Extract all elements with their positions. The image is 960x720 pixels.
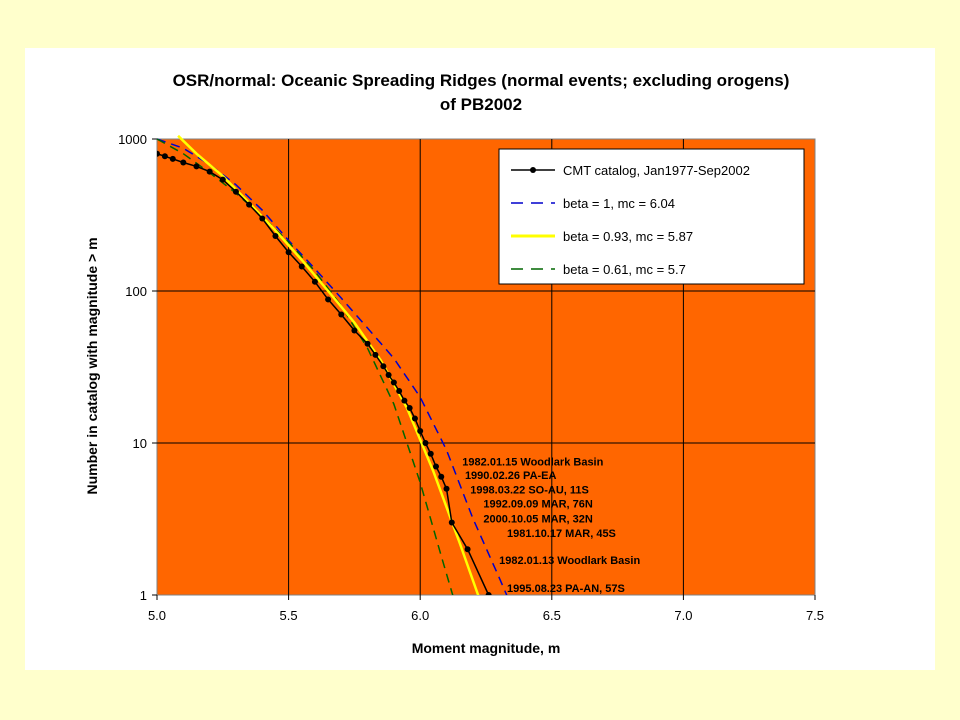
data-point (311, 278, 318, 285)
y-axis-ticks: 1 10 100 1000 (118, 132, 157, 603)
data-point (417, 427, 424, 434)
data-point (232, 188, 239, 195)
data-point (411, 415, 418, 422)
data-point (396, 387, 403, 394)
chart-panel: OSR/normal: Oceanic Spreading Ridges (no… (25, 48, 935, 670)
legend-box (498, 148, 805, 285)
y-axis-label: Number in catalog with magnitude > m (84, 237, 100, 494)
data-point (406, 404, 413, 411)
data-point (246, 201, 253, 208)
chart-title-line2: of PB2002 (440, 95, 522, 114)
plot-series (157, 134, 508, 595)
data-point (485, 592, 492, 595)
legend-label-2: beta = 0.93, mc = 5.87 (563, 229, 693, 244)
data-point (169, 155, 176, 162)
x-tick-label: 6.0 (411, 608, 429, 623)
event-annotation: 1981.10.17 MAR, 45S (507, 528, 616, 540)
legend-label-0: CMT catalog, Jan1977-Sep2002 (563, 163, 750, 178)
data-point (298, 263, 305, 270)
event-annotation: 1998.03.22 SO-AU, 11S (470, 485, 589, 497)
data-point (325, 296, 332, 303)
event-annotation: 2000.10.05 MAR, 32N (483, 513, 593, 525)
legend-marker (530, 167, 536, 173)
legend-label-3: beta = 0.61, mc = 5.7 (563, 262, 686, 277)
event-annotation: 1990.02.26 PA-EA (465, 470, 557, 482)
x-tick-label: 5.5 (280, 608, 298, 623)
data-point (364, 340, 371, 347)
data-point (427, 450, 434, 457)
data-point (285, 249, 292, 256)
data-point (390, 379, 397, 386)
data-point (422, 440, 429, 446)
y-tick-label: 100 (125, 284, 147, 299)
data-point (180, 159, 187, 166)
x-tick-label: 7.5 (806, 608, 824, 623)
data-point (219, 176, 226, 183)
legend: CMT catalog, Jan1977-Sep2002 beta = 1, mc… (498, 148, 805, 285)
chart-title-line1: OSR/normal: Oceanic Spreading Ridges (no… (173, 71, 790, 90)
data-point (338, 311, 345, 318)
x-tick-label: 7.0 (674, 608, 692, 623)
data-point (351, 327, 358, 334)
data-point (401, 397, 408, 404)
event-annotation: 1992.09.09 MAR, 76N (483, 499, 593, 511)
event-annotation: 1995.08.23 PA-AN, 57S (507, 583, 625, 595)
legend-label-1: beta = 1, mc = 6.04 (563, 196, 675, 211)
data-point (372, 351, 379, 358)
data-point (193, 163, 200, 170)
data-point (385, 372, 392, 379)
data-point (464, 546, 471, 553)
data-point (432, 463, 439, 470)
data-point (380, 363, 387, 370)
event-annotation: 1982.01.15 Woodlark Basin (462, 457, 603, 469)
x-tick-label: 6.5 (543, 608, 561, 623)
y-tick-label: 1000 (118, 132, 147, 147)
data-point (438, 473, 445, 480)
chart: OSR/normal: Oceanic Spreading Ridges (no… (84, 71, 824, 656)
data-point (161, 153, 168, 160)
data-point (157, 150, 160, 157)
data-point (206, 168, 213, 175)
x-tick-label: 5.0 (148, 608, 166, 623)
x-axis-label: Moment magnitude, m (412, 640, 561, 656)
y-tick-label: 10 (133, 436, 147, 451)
x-axis-ticks: 5.0 5.5 6.0 6.5 7.0 7.5 (148, 595, 824, 623)
data-point (259, 215, 266, 222)
y-tick-label: 1 (140, 588, 147, 603)
series-line-1 (157, 138, 508, 595)
data-point (448, 519, 455, 526)
event-annotation: 1982.01.13 Woodlark Basin (499, 555, 640, 567)
data-point (443, 485, 450, 492)
series-line-2 (177, 134, 480, 595)
data-point (272, 233, 279, 240)
